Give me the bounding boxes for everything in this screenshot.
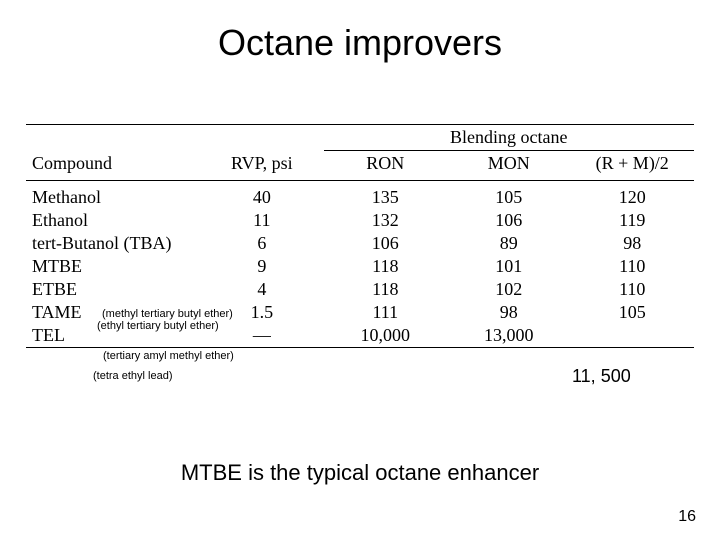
cell-rvp: 9 <box>200 255 323 278</box>
header-rm2: (R + M)/2 <box>570 151 694 181</box>
cell-ron: 132 <box>324 209 447 232</box>
table-row: ETBE 4 118 102 110 <box>26 278 694 301</box>
header-compound: Compound <box>26 151 200 181</box>
cell-rm2: 120 <box>570 181 694 210</box>
cell-mon: 89 <box>447 232 570 255</box>
cell-compound: Methanol <box>26 181 200 210</box>
table-row: tert-Butanol (TBA) 6 106 89 98 <box>26 232 694 255</box>
cell-ron: 135 <box>324 181 447 210</box>
cell-rm2: 105 <box>570 301 694 324</box>
page-number: 16 <box>678 508 696 526</box>
overlay-tel-rm2: 11, 500 <box>572 366 631 387</box>
annotation-tame: (tertiary amyl methyl ether) <box>103 350 234 362</box>
cell-mon: 98 <box>447 301 570 324</box>
cell-ron: 118 <box>324 278 447 301</box>
cell-mon: 13,000 <box>447 324 570 348</box>
cell-ron: 118 <box>324 255 447 278</box>
header-blending: Blending octane <box>324 125 694 151</box>
cell-mon: 106 <box>447 209 570 232</box>
cell-rvp: 6 <box>200 232 323 255</box>
cell-rvp: 11 <box>200 209 323 232</box>
table-row: Methanol 40 135 105 120 <box>26 181 694 210</box>
header-ron: RON <box>324 151 447 181</box>
cell-rm2 <box>570 324 694 348</box>
cell-rvp: 40 <box>200 181 323 210</box>
cell-mon: 101 <box>447 255 570 278</box>
annotation-etbe: (ethyl tertiary butyl ether) <box>97 320 219 332</box>
cell-compound: ETBE <box>26 278 200 301</box>
page-title: Octane improvers <box>0 0 720 74</box>
cell-rvp: 4 <box>200 278 323 301</box>
cell-rm2: 110 <box>570 278 694 301</box>
header-mon: MON <box>447 151 570 181</box>
cell-rm2: 110 <box>570 255 694 278</box>
cell-ron: 106 <box>324 232 447 255</box>
table-row: Ethanol 11 132 106 119 <box>26 209 694 232</box>
cell-compound: tert-Butanol (TBA) <box>26 232 200 255</box>
caption: MTBE is the typical octane enhancer <box>0 460 720 486</box>
cell-mon: 105 <box>447 181 570 210</box>
header-rvp: RVP, psi <box>200 151 323 181</box>
annotation-mtbe: (methyl tertiary butyl ether) <box>102 308 233 320</box>
cell-compound: MTBE <box>26 255 200 278</box>
annotation-tel: (tetra ethyl lead) <box>93 370 172 382</box>
cell-compound: Ethanol <box>26 209 200 232</box>
cell-ron: 111 <box>324 301 447 324</box>
cell-ron: 10,000 <box>324 324 447 348</box>
cell-rm2: 98 <box>570 232 694 255</box>
cell-rm2: 119 <box>570 209 694 232</box>
table-row: MTBE 9 118 101 110 <box>26 255 694 278</box>
cell-mon: 102 <box>447 278 570 301</box>
